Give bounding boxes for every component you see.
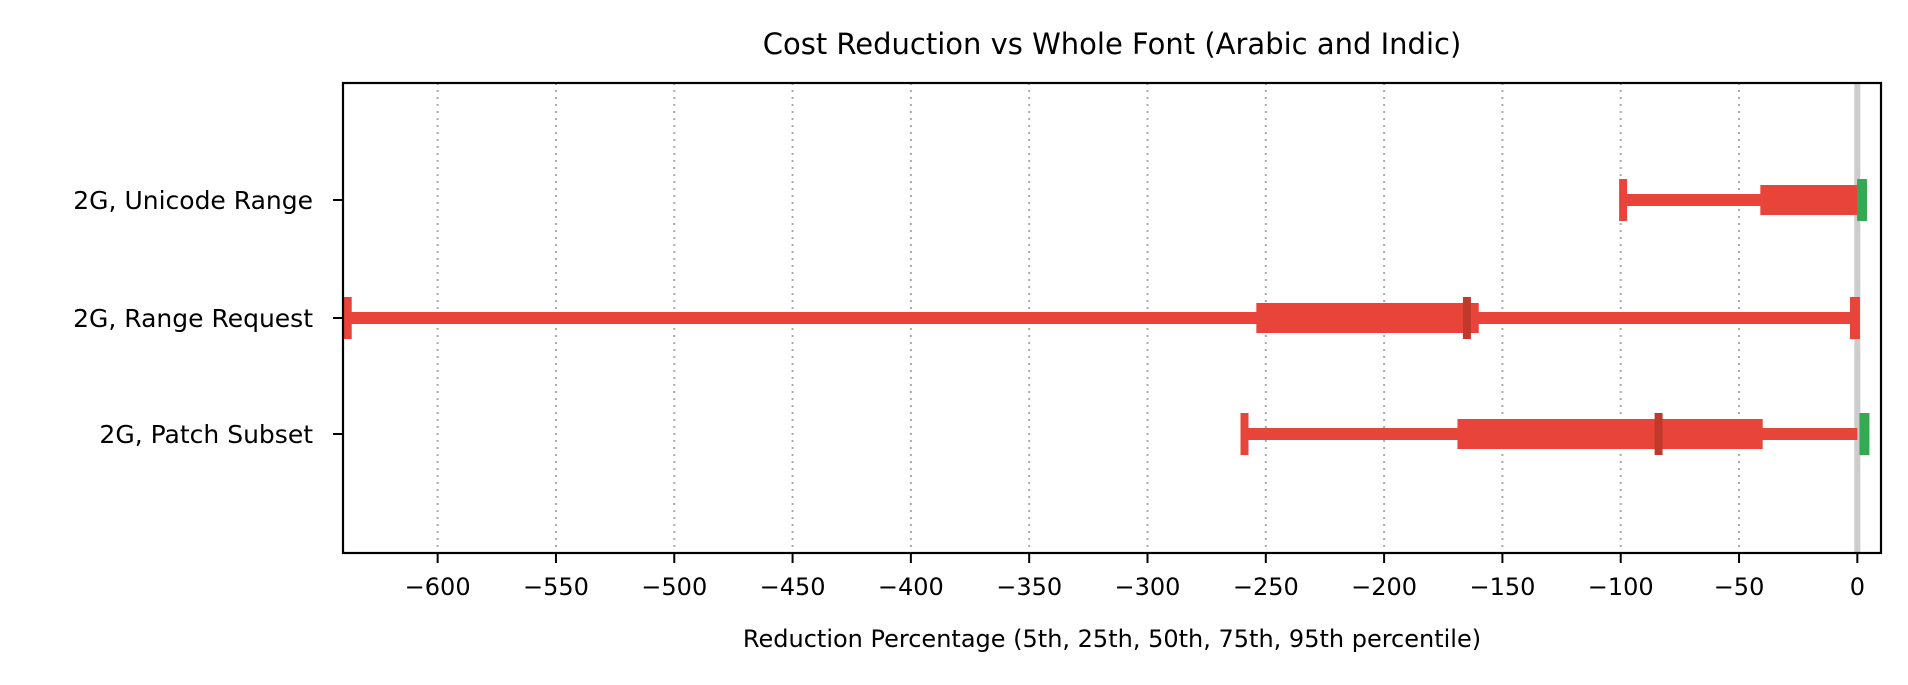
x-axis: −600 −550 −500 −450 −400 −350 −300 −250 −200 −150… [405, 553, 1865, 601]
x-tick-label: 0 [1850, 573, 1865, 601]
x-tick-label: −550 [523, 573, 589, 601]
x-tick-label: −50 [1714, 573, 1765, 601]
x-tick-label: −450 [760, 573, 826, 601]
p5-cap [1240, 413, 1249, 455]
median-marker [1654, 413, 1663, 455]
iqr-box [1760, 185, 1858, 215]
series-layer [343, 179, 1870, 455]
x-tick-label: −300 [1115, 573, 1181, 601]
median-marker [1462, 297, 1471, 339]
y-axis: 2G, Unicode Range 2G, Range Request 2G, Pa… [73, 186, 343, 449]
x-tick-label: −500 [641, 573, 707, 601]
chart-title: Cost Reduction vs Whole Font (Arabic and… [763, 27, 1462, 61]
x-tick-label: −250 [1233, 573, 1299, 601]
p95-cap [1849, 297, 1860, 339]
y-tick-label: 2G, Range Request [73, 304, 313, 333]
p95-cap [1859, 413, 1870, 455]
x-axis-label: Reduction Percentage (5th, 25th, 50th, 7… [743, 625, 1481, 653]
y-tick-label: 2G, Unicode Range [73, 186, 313, 215]
iqr-box [1256, 303, 1479, 333]
p5-cap [1619, 179, 1628, 221]
x-tick-label: −600 [405, 573, 471, 601]
x-tick-label: −350 [996, 573, 1062, 601]
p95-cap [1857, 179, 1868, 221]
iqr-box [1457, 419, 1763, 449]
x-tick-label: −400 [878, 573, 944, 601]
p5-cap [343, 297, 352, 339]
x-tick-label: −150 [1469, 573, 1535, 601]
y-tick-label: 2G, Patch Subset [99, 420, 313, 449]
x-tick-label: −200 [1351, 573, 1417, 601]
x-tick-label: −100 [1588, 573, 1654, 601]
